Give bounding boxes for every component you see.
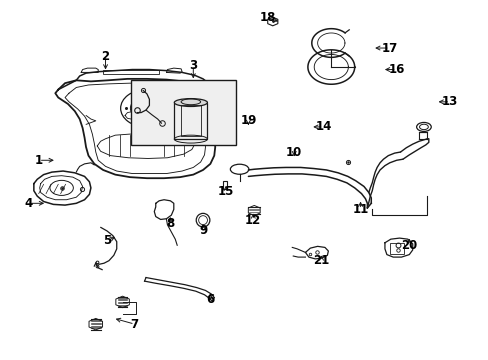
Text: 20: 20 xyxy=(400,239,417,252)
Text: 12: 12 xyxy=(244,214,261,227)
Ellipse shape xyxy=(174,99,207,107)
Text: 7: 7 xyxy=(130,318,139,331)
Text: 16: 16 xyxy=(387,63,404,76)
Text: 9: 9 xyxy=(199,224,207,237)
Bar xyxy=(222,181,227,189)
Text: 14: 14 xyxy=(315,121,331,134)
Bar xyxy=(131,80,235,145)
Text: 19: 19 xyxy=(240,114,256,127)
Text: 17: 17 xyxy=(381,41,397,54)
Text: 10: 10 xyxy=(285,145,302,158)
Text: 6: 6 xyxy=(206,293,214,306)
Bar xyxy=(389,243,404,253)
Text: 11: 11 xyxy=(352,203,368,216)
Text: 18: 18 xyxy=(259,12,276,24)
Text: 4: 4 xyxy=(25,197,33,210)
Bar xyxy=(103,70,159,74)
Text: 21: 21 xyxy=(313,254,329,267)
Bar xyxy=(174,103,207,139)
Text: 1: 1 xyxy=(35,154,43,167)
Text: 15: 15 xyxy=(217,185,234,198)
Bar xyxy=(181,105,200,135)
Text: 13: 13 xyxy=(441,95,457,108)
Text: 3: 3 xyxy=(189,59,197,72)
Text: 5: 5 xyxy=(102,234,111,247)
Text: 8: 8 xyxy=(166,217,174,230)
Text: 2: 2 xyxy=(102,50,109,63)
